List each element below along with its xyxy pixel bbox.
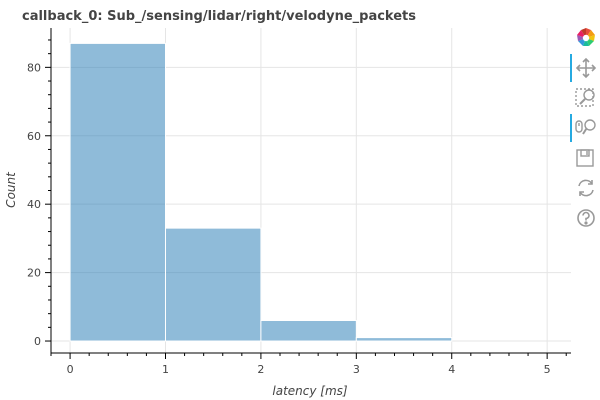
y-tick-label: 20 [27, 267, 41, 280]
y-tick-label: 40 [27, 198, 41, 211]
y-tick-label: 60 [27, 130, 41, 143]
bokeh-logo-icon[interactable] [572, 24, 600, 52]
reset-tool-icon[interactable] [572, 174, 600, 202]
wheel-zoom-tool-icon[interactable] [572, 114, 600, 142]
y-axis-label: Count [4, 171, 18, 208]
toolbar [566, 22, 600, 242]
histogram-bar [260, 320, 357, 342]
y-tick-label: 80 [27, 61, 41, 74]
pan-tool-active-indicator [570, 54, 572, 82]
box-zoom-tool-icon[interactable] [572, 84, 600, 112]
pan-tool-icon[interactable] [572, 54, 600, 82]
x-tick-label: 1 [162, 363, 169, 376]
y-tick-label: 0 [34, 335, 41, 348]
x-tick-label: 5 [544, 363, 551, 376]
x-tick-label: 2 [257, 363, 264, 376]
histogram-bar [69, 42, 166, 342]
help-tool-icon[interactable] [572, 204, 600, 232]
save-tool-icon[interactable] [572, 144, 600, 172]
wheel-zoom-tool-active-indicator [570, 114, 572, 142]
x-tick-label: 3 [353, 363, 360, 376]
histogram-bar [355, 337, 453, 342]
x-tick-label: 4 [448, 363, 455, 376]
chart-title: callback_0: Sub_/sensing/lidar/right/vel… [22, 9, 416, 24]
x-axis-label: latency [ms] [272, 384, 348, 398]
bars [69, 42, 453, 342]
x-tick-label: 0 [67, 363, 74, 376]
axes: 0 1 2 3 4 5 0 20 40 60 80 [27, 28, 571, 376]
histogram-bar [164, 227, 262, 342]
